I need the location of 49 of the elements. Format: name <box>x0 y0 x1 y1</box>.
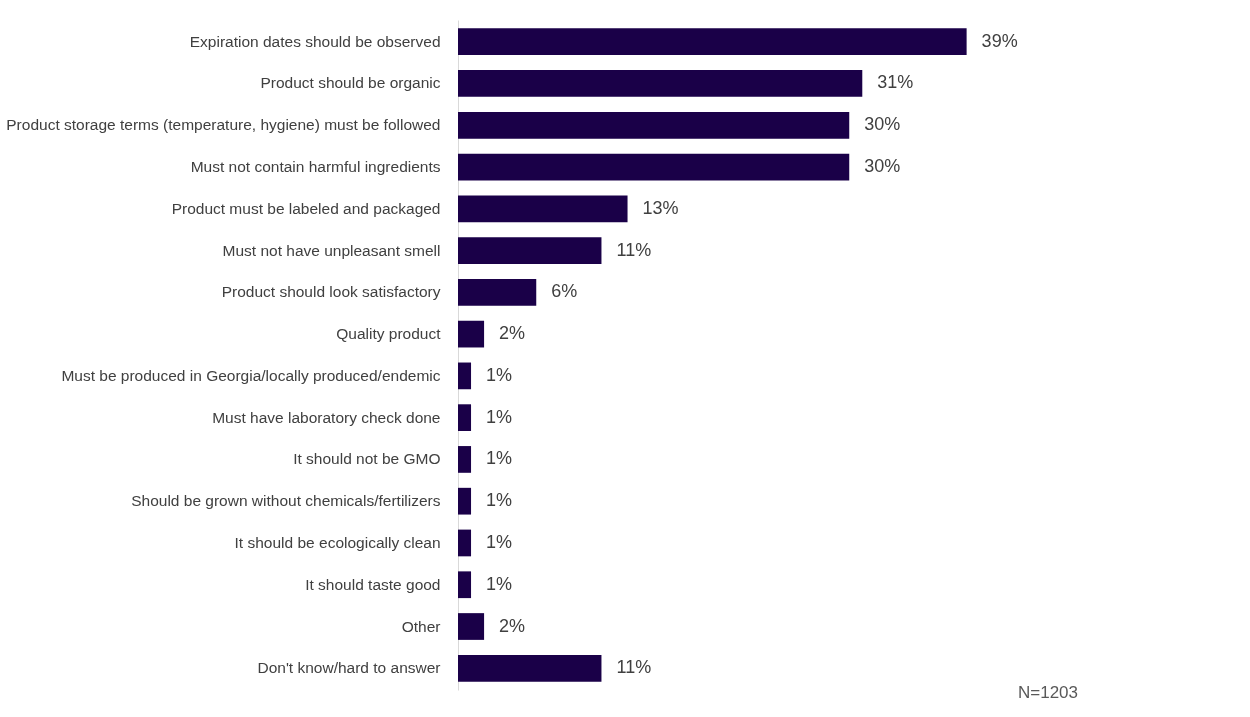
data-label: 1% <box>486 573 513 594</box>
y-tick-label: It should not be GMO <box>293 450 441 468</box>
bar <box>458 320 485 348</box>
text: N=1203 <box>1017 683 1078 702</box>
data-label: 1% <box>486 364 513 385</box>
data-label: 1% <box>486 490 513 511</box>
bar <box>458 613 485 640</box>
data-label: 11% <box>616 239 652 260</box>
data-label: 1% <box>486 406 513 427</box>
y-tick-label: Product must be labeled and packaged <box>171 199 441 217</box>
bar <box>458 278 537 306</box>
bar <box>458 446 472 473</box>
data-label: 30% <box>864 114 901 135</box>
bar <box>458 487 472 515</box>
y-tick-label: Must not have unpleasant smell <box>222 241 441 259</box>
bar <box>458 571 472 599</box>
y-tick-label: Product storage terms (temperature, hygiene) must be followed <box>6 116 441 134</box>
data-label: 39% <box>981 30 1018 51</box>
y-tick-label: It should taste good <box>305 575 441 593</box>
bar <box>458 529 472 557</box>
y-tick-label: Expiration dates should be observed <box>189 32 441 50</box>
y-tick-label: Product should look satisfactory <box>221 283 441 301</box>
y-tick-label: Must have laboratory check done <box>212 408 441 426</box>
bar <box>458 195 628 223</box>
data-label: 31% <box>877 72 914 93</box>
bar <box>458 237 602 264</box>
y-tick-label: Should be grown without chemicals/fertilizers <box>131 492 441 510</box>
bar <box>458 153 850 181</box>
y-tick-label: Other <box>401 617 441 635</box>
data-label: 2% <box>499 615 526 636</box>
data-label: 13% <box>642 197 679 218</box>
y-tick-label: Product should be organic <box>260 74 441 92</box>
y-tick-label: Must be produced in Georgia/locally produced/endemic <box>61 366 441 384</box>
data-label: 1% <box>486 448 513 469</box>
data-label: 30% <box>864 156 901 177</box>
bar <box>458 654 602 682</box>
bar <box>458 70 863 97</box>
bar <box>458 28 967 56</box>
bar <box>458 404 472 432</box>
y-tick-label: It should be ecologically clean <box>234 533 441 551</box>
data-label: 11% <box>616 657 652 678</box>
data-label: 6% <box>551 281 578 302</box>
bar <box>458 362 472 390</box>
data-label: 1% <box>486 531 513 552</box>
y-tick-label: Don't know/hard to answer <box>257 659 441 677</box>
bar <box>458 111 850 139</box>
y-tick-label: Quality product <box>336 325 442 343</box>
y-tick-label: Must not contain harmful ingredients <box>190 158 441 176</box>
data-label: 2% <box>499 323 526 344</box>
